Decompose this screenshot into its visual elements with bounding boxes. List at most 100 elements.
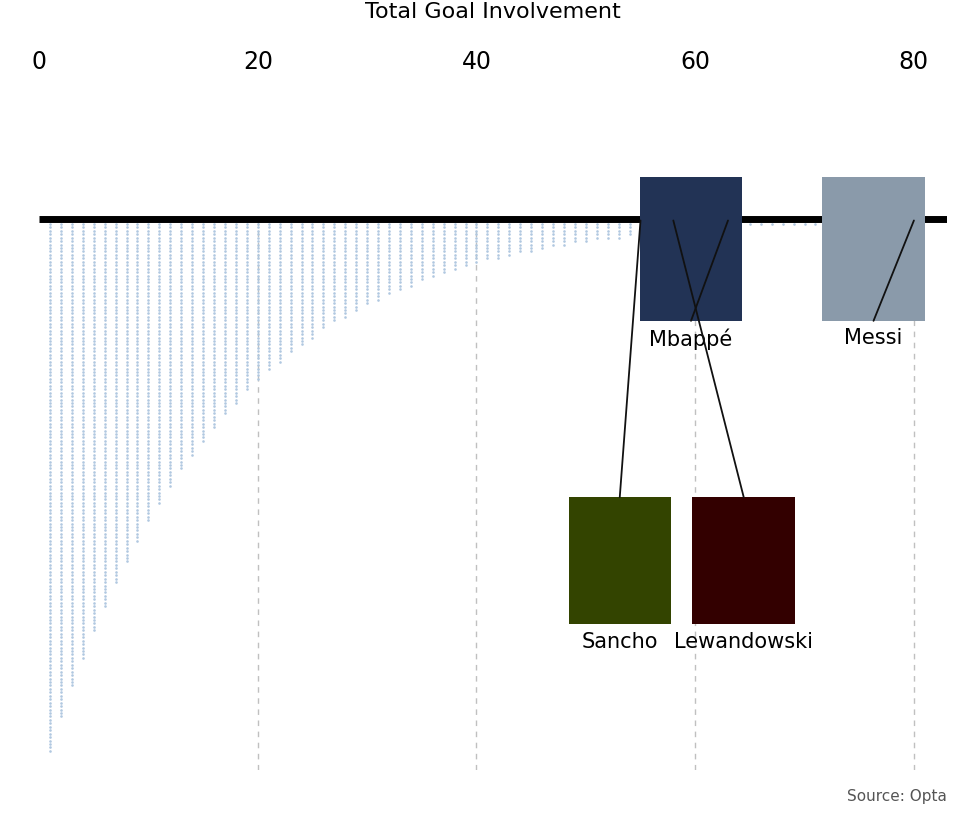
Point <box>75 321 91 334</box>
Point <box>184 446 200 459</box>
Point <box>119 435 135 448</box>
Point <box>75 246 91 259</box>
Point <box>64 672 80 686</box>
Point <box>239 349 255 362</box>
Point <box>184 218 200 231</box>
Point <box>655 222 671 235</box>
Point <box>370 246 386 259</box>
Point <box>217 301 232 314</box>
Point <box>141 335 156 348</box>
Point <box>42 252 58 265</box>
Point <box>228 260 244 273</box>
Point <box>491 252 507 265</box>
Point <box>64 459 80 472</box>
Point <box>42 352 58 365</box>
Point <box>305 332 320 345</box>
Point <box>338 269 353 283</box>
Point <box>217 394 232 407</box>
Point <box>162 349 178 362</box>
Point <box>261 287 276 300</box>
Point <box>97 366 112 379</box>
Point <box>75 411 91 424</box>
Point <box>75 269 91 283</box>
Point <box>206 338 222 351</box>
Point <box>107 414 123 428</box>
Point <box>64 569 80 582</box>
Point <box>119 452 135 465</box>
Point <box>107 249 123 262</box>
Point <box>75 335 91 348</box>
Point <box>97 397 112 410</box>
Point <box>64 397 80 410</box>
Point <box>491 242 507 256</box>
Point <box>228 249 244 262</box>
Point <box>370 222 386 235</box>
Point <box>86 510 102 523</box>
Point <box>86 335 102 348</box>
Point <box>655 215 671 228</box>
Point <box>64 235 80 248</box>
Point <box>53 297 68 310</box>
Point <box>228 387 244 400</box>
Point <box>86 493 102 506</box>
Point <box>338 304 353 317</box>
Point <box>162 291 178 304</box>
Point <box>75 559 91 572</box>
Point <box>151 263 167 276</box>
Point <box>436 215 452 228</box>
Point <box>830 215 845 228</box>
Point <box>130 435 145 448</box>
Point <box>42 287 58 300</box>
Point <box>42 638 58 651</box>
Point <box>42 665 58 678</box>
Point <box>130 256 145 269</box>
Point <box>75 311 91 324</box>
Point <box>119 225 135 238</box>
Point <box>75 256 91 269</box>
Point <box>283 256 299 269</box>
Point <box>97 287 112 300</box>
Point <box>53 562 68 575</box>
Point <box>141 394 156 407</box>
Point <box>53 380 68 393</box>
Point <box>305 321 320 334</box>
Point <box>53 441 68 455</box>
Point <box>130 535 145 548</box>
Point <box>206 346 222 359</box>
Point <box>403 239 419 252</box>
Point <box>315 266 331 279</box>
Point <box>294 311 309 324</box>
Point <box>239 235 255 248</box>
Point <box>141 215 156 228</box>
Point <box>315 304 331 317</box>
Point <box>64 545 80 558</box>
Point <box>392 277 408 290</box>
Point <box>382 242 397 256</box>
Point <box>141 308 156 321</box>
Point <box>75 308 91 321</box>
Point <box>239 314 255 328</box>
Point <box>184 360 200 373</box>
Point <box>174 297 189 310</box>
Point <box>42 541 58 554</box>
Point <box>228 291 244 304</box>
Point <box>261 363 276 376</box>
Point <box>687 218 703 231</box>
Point <box>75 287 91 300</box>
Point <box>184 435 200 448</box>
Point <box>64 541 80 554</box>
Point <box>130 342 145 355</box>
Point <box>272 328 288 342</box>
Point <box>107 363 123 376</box>
Point <box>53 304 68 317</box>
Point <box>75 566 91 579</box>
Point <box>119 390 135 403</box>
Point <box>338 260 353 273</box>
Point <box>250 263 265 276</box>
Point <box>174 332 189 345</box>
Point <box>228 215 244 228</box>
Point <box>294 222 309 235</box>
Point <box>174 274 189 287</box>
Point <box>228 397 244 410</box>
Point <box>447 218 463 231</box>
